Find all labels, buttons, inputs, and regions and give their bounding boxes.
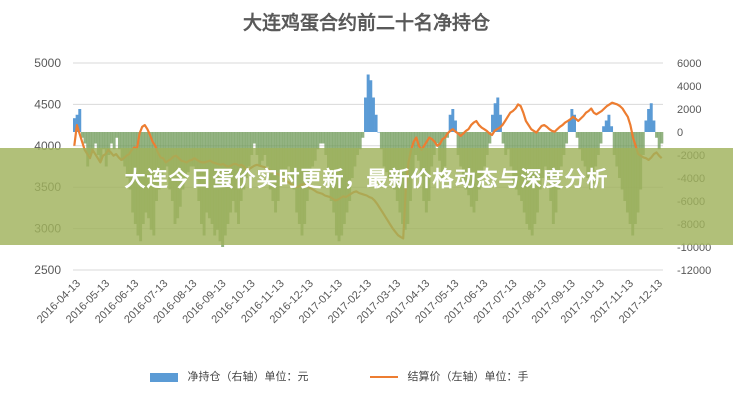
net-position-bar — [496, 97, 500, 132]
net-position-bar — [644, 120, 648, 132]
net-position-bar — [361, 132, 365, 138]
net-position-bar — [453, 120, 457, 132]
net-position-bar — [374, 114, 378, 132]
net-position-bar — [565, 132, 569, 144]
net-position-bar — [73, 118, 76, 132]
net-position-bar — [96, 132, 100, 155]
net-position-bar — [607, 114, 611, 132]
net-position-bar — [321, 132, 325, 144]
net-position-bar — [506, 132, 510, 150]
right-tick-label: 2000 — [677, 104, 701, 116]
net-position-bar — [364, 97, 367, 132]
net-position-bar — [356, 132, 360, 155]
net-position-bar — [366, 74, 370, 132]
net-position-bar — [493, 103, 497, 132]
net-position-bar — [647, 109, 651, 132]
legend-item-bar[interactable]: 净持仓（右轴）单位：元 — [150, 366, 309, 388]
net-position-bar — [91, 132, 95, 150]
right-tick-label: -10000 — [677, 242, 711, 254]
net-position-bar — [573, 114, 576, 132]
net-position-bar — [379, 132, 383, 150]
net-position-bar — [94, 132, 98, 144]
net-position-bar — [570, 109, 574, 132]
net-position-bar — [596, 132, 600, 155]
net-position-bar — [612, 132, 616, 155]
net-position-bar — [578, 132, 582, 150]
left-tick-label: 4500 — [34, 97, 61, 111]
net-position-bar — [263, 132, 267, 155]
net-position-bar — [451, 109, 455, 132]
net-position-bar — [501, 132, 505, 144]
chart-title: 大连鸡蛋合约前二十名净持仓 — [242, 12, 490, 34]
net-position-bar — [491, 114, 494, 132]
net-position-bar — [504, 132, 508, 155]
net-position-bar — [485, 132, 489, 155]
net-position-bar — [75, 114, 79, 132]
net-position-bar — [110, 132, 113, 144]
net-position-bar — [99, 132, 103, 161]
net-position-bar — [80, 132, 84, 138]
net-position-bar — [255, 132, 259, 155]
net-position-bar — [641, 132, 645, 155]
right-tick-label: -12000 — [677, 265, 711, 277]
net-position-bar — [649, 103, 653, 132]
net-position-bar — [657, 132, 661, 150]
net-position-bar — [316, 132, 320, 150]
left-tick-label: 5000 — [34, 56, 61, 70]
net-position-bar — [655, 132, 659, 138]
net-position-bar — [432, 132, 436, 155]
net-position-bar — [377, 132, 381, 133]
right-tick-label: 4000 — [677, 81, 701, 93]
overlay-banner: 大连今日蛋价实时更新，最新价格动态与深度分析 — [0, 148, 733, 245]
net-position-bar — [250, 132, 254, 155]
legend-item-line[interactable]: 结算价（左轴）单位：手 — [370, 366, 529, 388]
net-position-bar — [88, 132, 92, 155]
legend-swatch-line — [370, 376, 398, 378]
net-position-bar — [602, 126, 606, 132]
net-position-bar — [435, 132, 439, 144]
net-position-bar — [252, 132, 256, 144]
net-position-bar — [369, 80, 373, 132]
net-position-bar — [438, 132, 442, 161]
net-position-bar — [107, 132, 111, 155]
net-position-bar — [456, 132, 460, 155]
right-tick-label: 6000 — [677, 58, 701, 70]
net-position-bar — [102, 132, 106, 150]
net-position-bar — [448, 114, 452, 132]
net-position-bar — [117, 132, 121, 150]
net-position-bar — [324, 132, 328, 155]
net-position-bar — [567, 120, 571, 132]
net-position-bar — [371, 97, 375, 132]
net-position-bar — [414, 132, 418, 155]
net-position-bar — [575, 132, 579, 138]
legend-swatch-bar — [150, 372, 178, 382]
net-position-bar — [610, 126, 614, 132]
chart-legend: 净持仓（右轴）单位：元 结算价（左轴）单位：手 — [0, 366, 733, 388]
net-position-bar — [358, 132, 362, 150]
left-tick-label: 2500 — [34, 263, 61, 277]
net-position-bar — [260, 132, 264, 161]
net-position-bar — [78, 109, 82, 132]
legend-label-line: 结算价（左轴）单位：手 — [407, 370, 529, 383]
net-position-bar — [488, 132, 492, 144]
net-position-bar — [115, 132, 119, 138]
net-position-bar — [660, 132, 664, 144]
net-position-bar — [313, 132, 317, 161]
net-position-bar — [562, 132, 566, 155]
net-position-bar — [319, 132, 322, 144]
net-position-bar — [120, 132, 124, 161]
net-position-bar — [112, 132, 116, 150]
net-position-bar — [498, 114, 502, 132]
net-position-bar — [599, 132, 603, 144]
net-position-bar — [83, 132, 87, 144]
banner-headline: 大连今日蛋价实时更新，最新价格动态与深度分析 — [124, 167, 609, 191]
net-position-bar — [604, 120, 608, 132]
net-position-bar — [652, 120, 656, 132]
right-tick-label: 0 — [677, 127, 683, 139]
net-position-bar — [580, 132, 584, 161]
legend-label-bar: 净持仓（右轴）单位：元 — [187, 370, 309, 383]
